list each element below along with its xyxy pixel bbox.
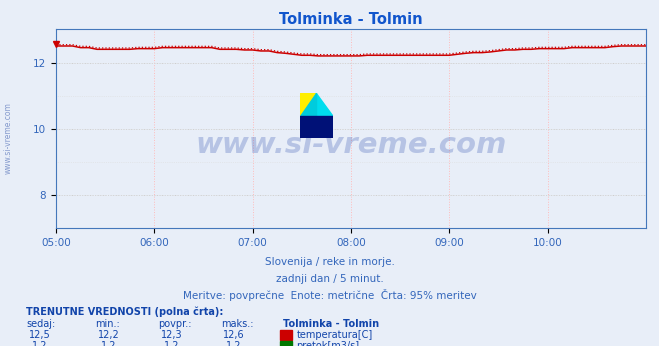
Polygon shape bbox=[300, 93, 316, 116]
Text: Meritve: povprečne  Enote: metrične  Črta: 95% meritev: Meritve: povprečne Enote: metrične Črta:… bbox=[183, 289, 476, 301]
Text: 1,2: 1,2 bbox=[226, 342, 242, 346]
Text: 12,5: 12,5 bbox=[28, 330, 51, 340]
Title: Tolminka - Tolmin: Tolminka - Tolmin bbox=[279, 12, 422, 27]
Text: 1,2: 1,2 bbox=[163, 342, 179, 346]
Text: www.si-vreme.com: www.si-vreme.com bbox=[195, 131, 507, 159]
Text: 1,2: 1,2 bbox=[101, 342, 117, 346]
Text: 1,2: 1,2 bbox=[32, 342, 47, 346]
Polygon shape bbox=[300, 93, 316, 116]
Polygon shape bbox=[316, 93, 333, 116]
Text: 12,6: 12,6 bbox=[223, 330, 244, 340]
Text: Tolminka - Tolmin: Tolminka - Tolmin bbox=[283, 319, 380, 329]
Text: pretok[m3/s]: pretok[m3/s] bbox=[297, 342, 360, 346]
Polygon shape bbox=[300, 116, 333, 138]
Text: min.:: min.: bbox=[96, 319, 121, 329]
Text: temperatura[C]: temperatura[C] bbox=[297, 330, 373, 340]
Text: Slovenija / reke in morje.: Slovenija / reke in morje. bbox=[264, 257, 395, 267]
Text: TRENUTNE VREDNOSTI (polna črta):: TRENUTNE VREDNOSTI (polna črta): bbox=[26, 306, 224, 317]
Text: www.si-vreme.com: www.si-vreme.com bbox=[3, 102, 13, 174]
Text: maks.:: maks.: bbox=[221, 319, 253, 329]
Text: zadnji dan / 5 minut.: zadnji dan / 5 minut. bbox=[275, 274, 384, 284]
Text: sedaj:: sedaj: bbox=[26, 319, 55, 329]
Text: 12,2: 12,2 bbox=[98, 330, 120, 340]
Text: povpr.:: povpr.: bbox=[158, 319, 192, 329]
Text: 12,3: 12,3 bbox=[161, 330, 182, 340]
